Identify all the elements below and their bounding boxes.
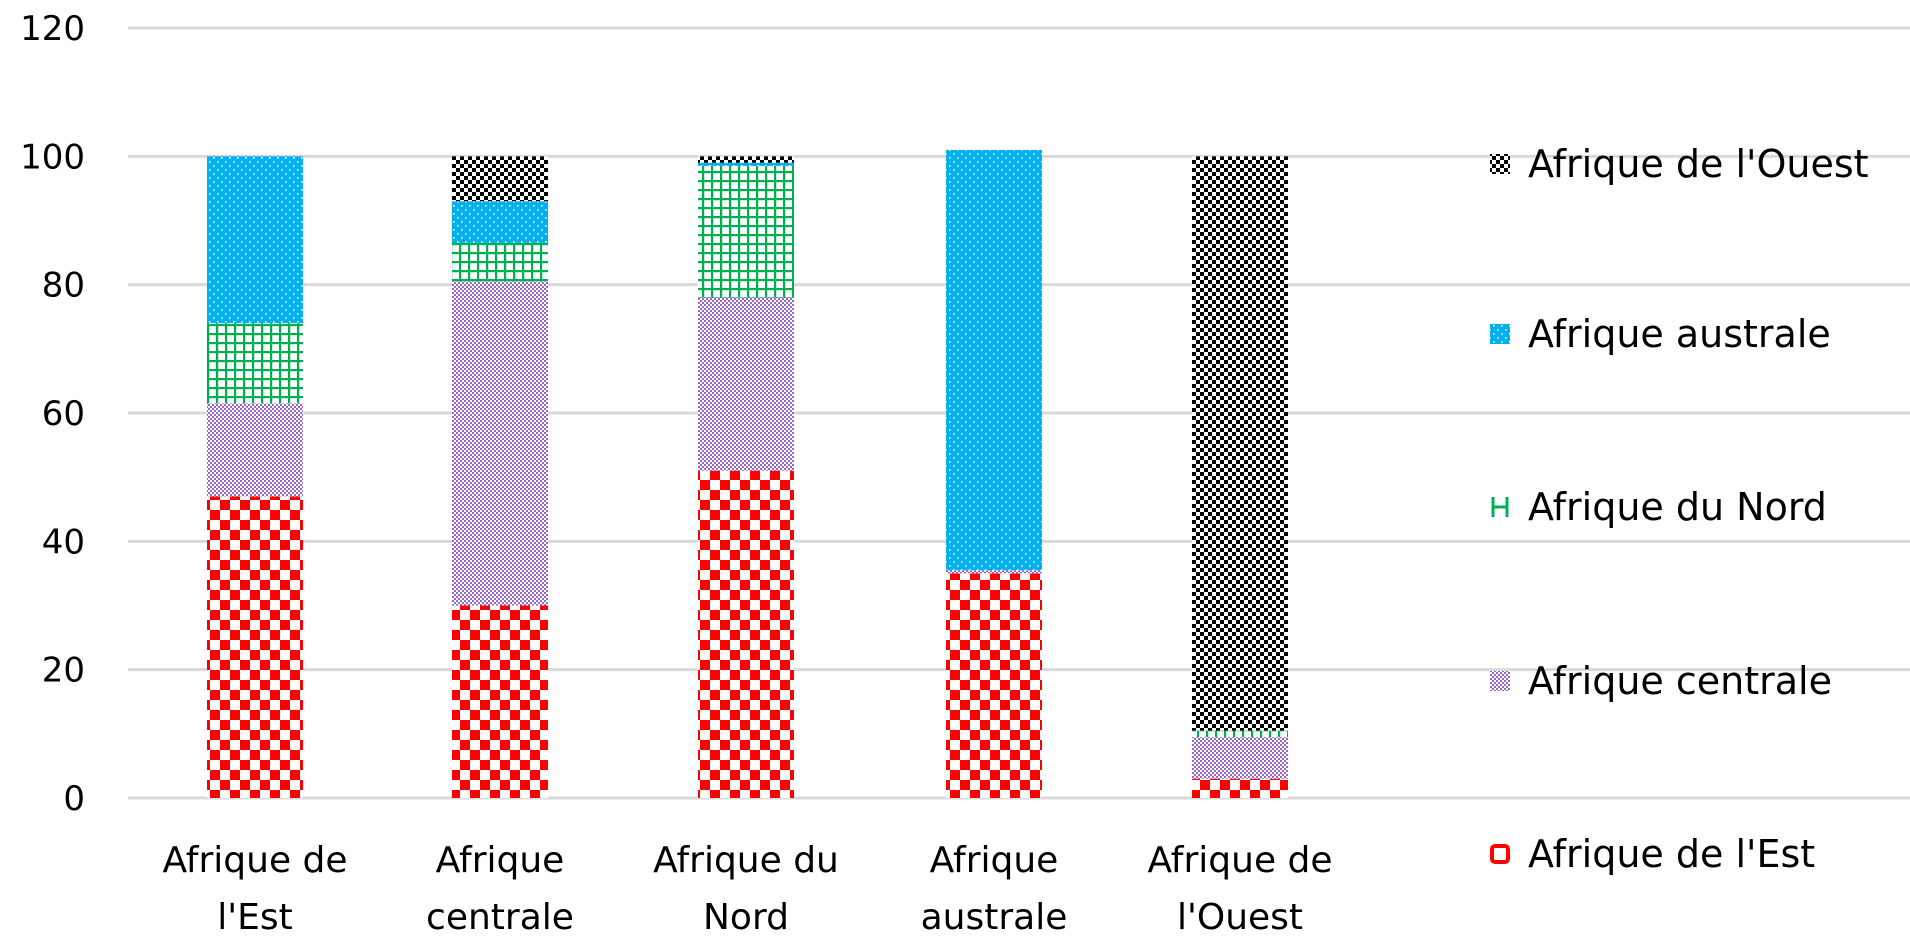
legend: Afrique de l'Ouest Afrique australe Afriqu… — [1490, 142, 1869, 876]
bar-segment-1-3 — [452, 201, 548, 243]
legend-item-3: Afrique centrale — [1490, 659, 1832, 703]
x-category-label-4: Afrique de l'Ouest — [1147, 840, 1332, 936]
legend-item-2: Afrique du Nord — [1491, 485, 1827, 529]
bars — [207, 149, 1288, 798]
bar-segment-0-3 — [207, 156, 303, 324]
bar-segment-0-1 — [207, 403, 303, 497]
x-category-label-1: Afrique centrale — [426, 840, 574, 936]
bar-segment-2-3 — [698, 162, 794, 166]
bar-segment-4-0 — [1192, 778, 1288, 798]
y-tick-label-80: 80 — [42, 266, 85, 306]
y-tick-label-120: 120 — [20, 9, 85, 49]
bar-segment-1-4 — [452, 156, 548, 202]
bar-segment-3-0 — [946, 573, 1042, 798]
bar-segment-1-2 — [452, 242, 548, 282]
y-tick-label-60: 60 — [42, 394, 85, 434]
y-tick-label-20: 20 — [42, 651, 85, 691]
legend-swatch-0 — [1490, 154, 1510, 174]
y-tick-label-40: 40 — [42, 522, 85, 562]
bar-segment-4-2 — [1192, 730, 1288, 738]
legend-item-0: Afrique de l'Ouest — [1490, 142, 1869, 186]
x-axis: Afrique de l'Est Afrique centrale Afrique du… — [162, 840, 1332, 936]
x-category-label-2: Afrique du Nord — [653, 840, 839, 936]
legend-swatch-2 — [1491, 497, 1509, 517]
legend-label-4: Afrique de l'Est — [1528, 832, 1815, 876]
x-category-label-0: Afrique de l'Est — [162, 840, 347, 936]
bar-segment-0-0 — [207, 496, 303, 798]
legend-swatch-3 — [1490, 671, 1510, 691]
legend-item-4: Afrique de l'Est — [1490, 832, 1815, 876]
legend-label-1: Afrique australe — [1528, 312, 1831, 356]
legend-label-0: Afrique de l'Ouest — [1528, 142, 1869, 186]
bar-segment-2-0 — [698, 470, 794, 798]
bar-segment-2-2 — [698, 165, 794, 298]
bar-segment-1-0 — [452, 605, 548, 798]
bar-segment-0-2 — [207, 323, 303, 404]
legend-label-3: Afrique centrale — [1528, 659, 1832, 703]
legend-label-2: Afrique du Nord — [1528, 485, 1827, 529]
legend-swatch-4 — [1490, 844, 1510, 864]
bar-segment-2-1 — [698, 297, 794, 471]
y-tick-label-100: 100 — [20, 137, 85, 177]
y-tick-label-0: 0 — [63, 779, 85, 819]
x-category-label-3: Afrique australe — [921, 840, 1068, 936]
bar-segment-3-1 — [946, 570, 1042, 574]
bar-segment-4-4 — [1192, 156, 1288, 731]
bar-segment-3-3 — [946, 149, 1042, 571]
bar-segment-4-1 — [1192, 737, 1288, 779]
legend-item-1: Afrique australe — [1490, 312, 1831, 356]
bar-segment-2-4 — [698, 156, 794, 163]
y-axis: 0 20 40 60 80 100 120 — [20, 9, 85, 819]
bar-segment-1-1 — [452, 281, 548, 606]
legend-swatch-1 — [1490, 324, 1510, 344]
